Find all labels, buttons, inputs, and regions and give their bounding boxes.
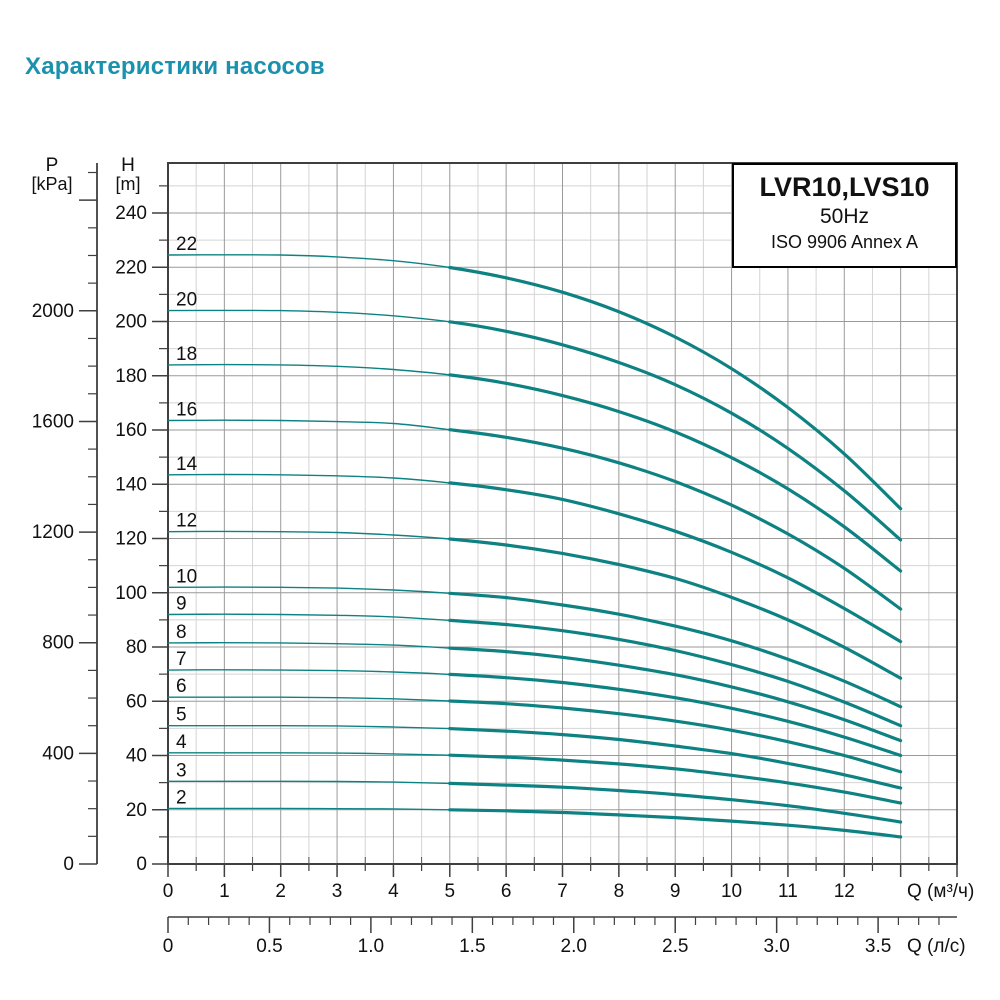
p-axis-tick-label: 1600 [32, 411, 74, 432]
p-axis-tick-label: 0 [63, 854, 74, 875]
pump-curve-7-thick [448, 672, 903, 758]
curve-label-14: 14 [176, 454, 198, 475]
page-title: Характеристики насосов [25, 53, 325, 80]
q-m3h-axis-label: Q (м³/ч) [907, 881, 974, 902]
q-m3h-tick-label: 2 [275, 881, 286, 902]
h-axis-tick-label: 200 [115, 312, 147, 333]
q-m3h-tick-label: 0 [163, 881, 174, 902]
q-m3h-tick-label: 5 [444, 881, 455, 902]
p-axis-tick-label: 2000 [32, 301, 74, 322]
q-m3h-tick-label: 1 [219, 881, 230, 902]
h-axis-tick-label: 40 [126, 746, 147, 767]
h-axis-tick-label: 80 [126, 637, 147, 658]
pump-curve-8-thin [167, 641, 451, 649]
curve-label-4: 4 [176, 732, 187, 753]
pump-curve-5-thick [448, 727, 903, 790]
pump-curve-20-thick [448, 320, 903, 542]
curve-label-18: 18 [176, 344, 197, 365]
pump-curve-4-thick [448, 753, 903, 805]
info-box: LVR10,LVS10 50Hz ISO 9906 Annex A [732, 163, 957, 268]
pump-curve-2-thick [448, 808, 903, 839]
curve-label-5: 5 [176, 705, 187, 726]
q-ls-tick-label: 1.0 [358, 936, 384, 957]
pump-curve-14-thin [167, 473, 451, 484]
pump-curve-6-thin [167, 696, 451, 702]
pump-curve-10-thick [448, 591, 903, 709]
q-ls-tick-label: 1.5 [459, 936, 485, 957]
q-m3h-tick-label: 7 [557, 881, 568, 902]
q-m3h-tick-label: 12 [834, 881, 855, 902]
p-axis-tick-label: 400 [42, 743, 74, 764]
pump-curve-9-thick [448, 618, 903, 728]
q-m3h-tick-label: 8 [614, 881, 625, 902]
h-axis-tick-label: 0 [136, 854, 147, 875]
pump-curve-22-thin [167, 254, 451, 269]
standard-label: ISO 9906 Annex A [770, 232, 919, 252]
curve-label-7: 7 [176, 649, 187, 670]
q-m3h-tick-label: 10 [721, 881, 742, 902]
h-axis-tick-label: 240 [115, 203, 147, 224]
p-axis-name: P [46, 155, 59, 176]
q-ls-tick-label: 3.0 [763, 936, 789, 957]
q-ls-tick-label: 2.0 [561, 936, 587, 957]
pump-curve-6-thick [448, 699, 903, 774]
curve-label-9: 9 [176, 593, 187, 614]
pump-curve-22-thick [448, 265, 903, 511]
pump-curve-2-thin [167, 807, 451, 811]
h-axis-name: H [121, 155, 135, 176]
pump-curve-14-thick [448, 481, 903, 644]
curve-label-16: 16 [176, 400, 197, 421]
q-ls-tick-label: 0 [163, 936, 174, 957]
model-label: LVR10,LVS10 [759, 172, 930, 202]
curve-label-12: 12 [176, 511, 197, 532]
curve-label-3: 3 [176, 760, 187, 781]
pump-curve-5-thin [167, 724, 451, 730]
q-m3h-tick-label: 11 [778, 881, 798, 902]
h-axis-tick-label: 100 [115, 583, 147, 604]
frequency-label: 50Hz [819, 205, 870, 228]
pump-curve-7-thin [167, 669, 451, 676]
q-m3h-tick-label: 4 [388, 881, 399, 902]
q-ls-tick-label: 2.5 [662, 936, 688, 957]
q-ls-tick-label: 0.5 [256, 936, 282, 957]
pump-curve-16-thin [167, 419, 451, 431]
pump-curves-chart: 2000160012008004000P[kPa]240220200180160… [31, 155, 974, 957]
pump-curve-12-thick [448, 537, 903, 680]
curve-label-10: 10 [176, 566, 197, 587]
pump-curve-4-thin [167, 752, 451, 756]
p-axis-unit: [kPa] [31, 174, 72, 194]
h-axis-unit: [m] [116, 174, 141, 194]
p-axis-tick-label: 800 [42, 633, 74, 654]
h-axis-tick-label: 20 [126, 800, 147, 821]
pump-curve-10-thin [167, 586, 451, 594]
curve-label-6: 6 [176, 676, 187, 697]
curve-label-2: 2 [176, 787, 187, 808]
pump-curve-8-thick [448, 646, 903, 743]
p-axis-tick-label: 1200 [32, 522, 74, 543]
pump-curve-3-thick [448, 781, 903, 824]
q-m3h-tick-label: 9 [670, 881, 681, 902]
curve-label-8: 8 [176, 622, 187, 643]
q-ls-axis-label: Q (л/с) [907, 936, 966, 957]
pump-curve-9-thin [167, 613, 451, 622]
pump-curve-12-thin [167, 530, 451, 540]
h-axis-tick-label: 140 [115, 474, 147, 495]
h-axis-tick-label: 160 [115, 420, 147, 441]
h-axis-tick-label: 220 [115, 257, 147, 278]
h-axis-tick-label: 120 [115, 529, 147, 550]
pump-curve-3-thin [167, 780, 451, 785]
q-m3h-tick-label: 6 [501, 881, 512, 902]
q-m3h-tick-label: 3 [332, 881, 343, 902]
pump-curve-16-thick [448, 428, 903, 611]
h-axis-tick-label: 60 [126, 691, 147, 712]
h-axis-tick-label: 180 [115, 366, 147, 387]
pump-curve-20-thin [167, 309, 451, 323]
q-ls-tick-label: 3.5 [865, 936, 891, 957]
pump-curve-18-thin [167, 363, 451, 376]
pump-curve-18-thick [448, 373, 903, 573]
curve-label-22: 22 [176, 234, 197, 255]
curve-label-20: 20 [176, 290, 197, 311]
